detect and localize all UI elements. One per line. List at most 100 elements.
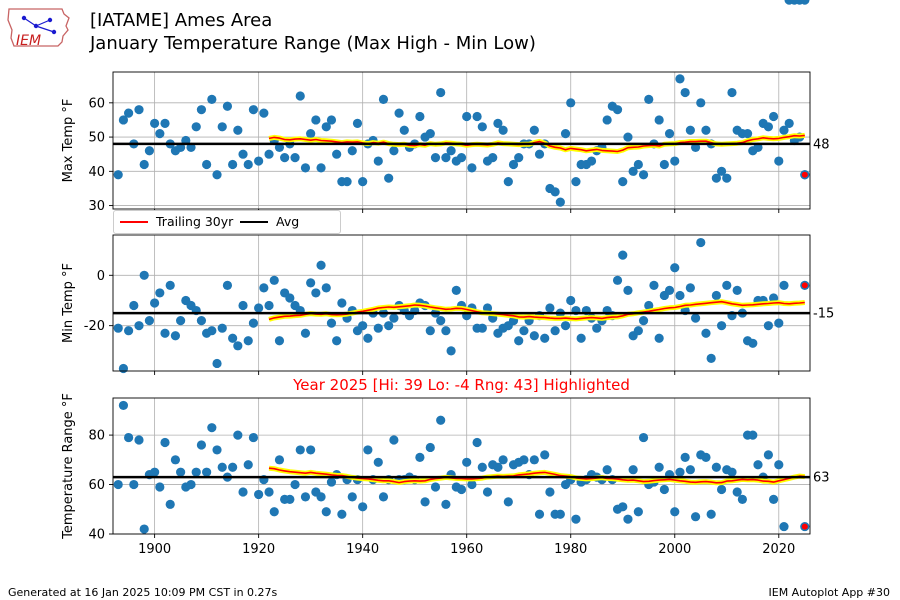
data-point <box>233 341 243 351</box>
data-point <box>774 460 784 470</box>
data-point <box>118 363 129 374</box>
data-point <box>326 318 337 328</box>
data-point <box>628 465 638 475</box>
data-point <box>337 509 347 519</box>
data-point <box>763 122 773 132</box>
data-point <box>259 283 269 293</box>
data-point <box>144 146 155 156</box>
data-point <box>586 156 597 166</box>
data-point <box>519 455 529 465</box>
data-point <box>638 432 649 443</box>
iowa-map-icon: IEM <box>7 8 70 49</box>
x-tick-label: 1940 <box>346 542 379 557</box>
data-point <box>196 105 207 115</box>
data-point <box>638 170 649 180</box>
data-point <box>212 445 222 455</box>
data-point <box>238 487 248 497</box>
data-point <box>711 173 721 183</box>
data-point <box>254 303 264 313</box>
data-point <box>217 462 227 472</box>
data-point <box>477 323 487 333</box>
data-point <box>670 156 680 166</box>
data-point <box>399 125 409 135</box>
axes-frame <box>112 397 811 535</box>
data-point <box>176 467 186 477</box>
data-point <box>373 323 383 333</box>
data-point <box>321 122 331 132</box>
data-point <box>321 507 331 517</box>
data-point <box>285 494 295 504</box>
data-point <box>280 153 290 163</box>
data-point <box>498 125 508 135</box>
data-point <box>644 300 654 311</box>
data-point <box>150 467 160 477</box>
data-point <box>545 487 555 497</box>
data-point <box>488 153 498 163</box>
data-point <box>139 159 149 170</box>
data-point <box>134 435 144 445</box>
y-tick-label: 80 <box>88 429 105 444</box>
data-point <box>295 91 305 101</box>
data-point <box>238 300 248 311</box>
data-point <box>217 122 227 132</box>
panel-3: 63 40 60 80 1900 1920 1940 1960 1980 2000 2020 Temp… <box>61 0 830 557</box>
data-point <box>550 326 560 336</box>
legend-avg-swatch <box>240 221 268 223</box>
data-point <box>727 87 737 98</box>
data-point <box>633 326 643 336</box>
data-point <box>347 146 357 156</box>
data-point <box>514 153 524 163</box>
data-point <box>644 94 654 104</box>
data-point <box>269 507 279 517</box>
avg-value-label: 63 <box>813 471 830 486</box>
avg-value-label: 48 <box>813 137 830 152</box>
data-point <box>150 118 160 128</box>
data-point <box>612 105 623 115</box>
data-point <box>373 457 383 467</box>
data-point <box>493 462 503 472</box>
data-point <box>571 177 581 187</box>
data-point <box>716 484 727 495</box>
data-point <box>618 502 628 512</box>
data-point <box>306 129 316 139</box>
data-point <box>124 108 134 118</box>
data-point <box>519 326 529 336</box>
data-point <box>222 101 233 111</box>
data-point <box>129 479 139 490</box>
data-point <box>467 479 477 490</box>
data-point <box>378 94 389 104</box>
y-axis-label: Min Temp °F <box>61 263 76 343</box>
data-point <box>566 295 576 306</box>
data-point <box>332 336 342 346</box>
logo-text: IEM <box>16 33 41 49</box>
data-point <box>623 514 633 524</box>
data-point <box>633 159 643 170</box>
data-point <box>415 111 425 122</box>
data-point <box>670 263 680 273</box>
data-point <box>774 156 784 166</box>
data-point <box>316 492 326 502</box>
data-point <box>170 455 181 465</box>
data-point <box>233 125 243 135</box>
data-point <box>441 499 451 509</box>
data-point <box>394 108 404 118</box>
data-point <box>144 316 155 326</box>
legend-trailing-label: Trailing 30yr <box>156 214 234 229</box>
data-point <box>503 497 513 507</box>
data-point <box>254 156 264 166</box>
data-point <box>623 285 633 296</box>
data-point <box>118 115 129 125</box>
x-tick-label: 2020 <box>762 542 795 557</box>
data-point <box>332 149 342 159</box>
data-point <box>124 326 134 336</box>
data-point <box>753 460 763 470</box>
data-point <box>425 326 435 336</box>
highlight-point <box>801 523 808 530</box>
data-point <box>160 118 170 128</box>
data-point <box>727 467 737 477</box>
data-point <box>264 300 274 311</box>
data-point <box>690 313 701 323</box>
data-point <box>540 450 550 460</box>
data-point <box>259 108 269 118</box>
y-tick-label: 40 <box>88 165 105 180</box>
